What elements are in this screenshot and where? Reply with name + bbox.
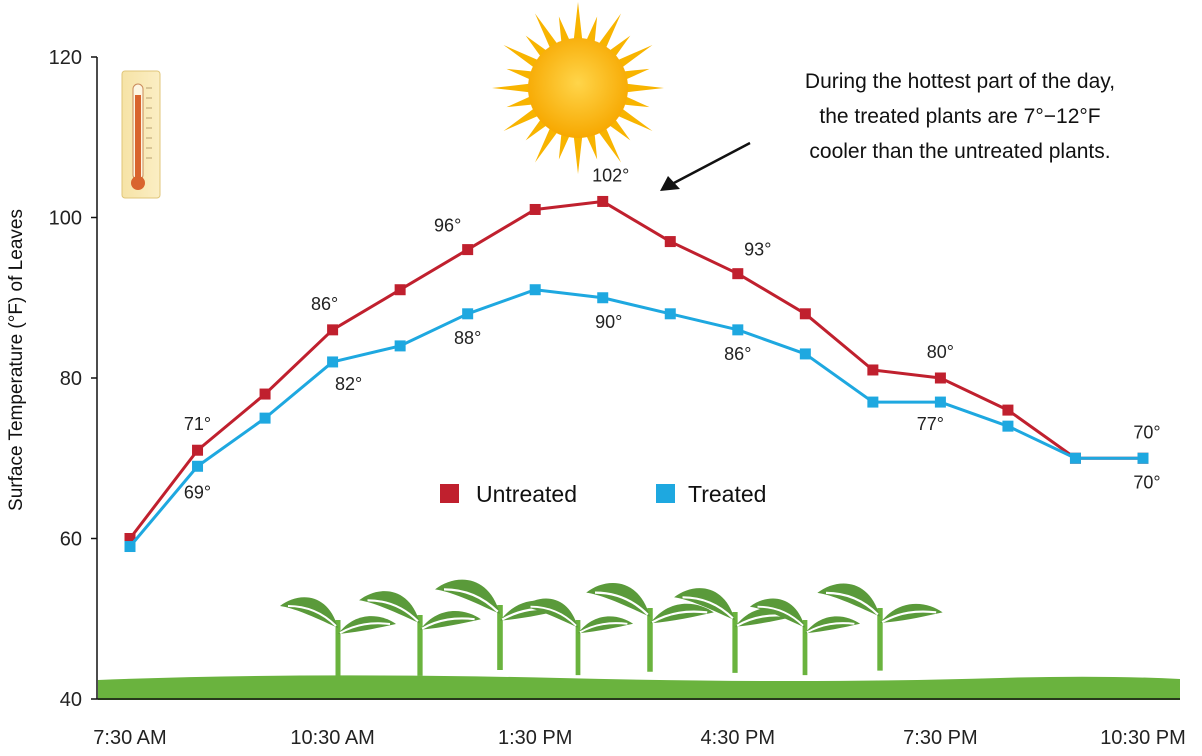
data-point (732, 324, 744, 336)
data-label: 80° (927, 342, 954, 362)
data-label: 71° (184, 414, 211, 434)
y-tick-label: 80 (60, 368, 82, 390)
data-label: 82° (335, 374, 362, 394)
annotation-line-3: cooler than the untreated plants. (809, 140, 1110, 163)
annotation: During the hottest part of the day, the … (660, 70, 1115, 191)
data-label: 93° (744, 240, 771, 260)
data-point (1002, 420, 1014, 432)
annotation-line-2: the treated plants are 7°−12°F (819, 105, 1100, 128)
y-tick-label: 100 (49, 208, 82, 230)
data-point (934, 396, 946, 408)
y-tick-label: 120 (49, 47, 82, 69)
data-label: 86° (724, 344, 751, 364)
data-label: 77° (917, 414, 944, 434)
thermometer-icon (121, 70, 161, 199)
data-point (664, 236, 676, 248)
annotation-line-1: During the hottest part of the day, (805, 70, 1115, 93)
legend-label-untreated: Untreated (476, 481, 577, 507)
data-label: 70° (1133, 422, 1160, 442)
y-axis-label: Surface Temperature (°F) of Leaves (6, 209, 27, 511)
series-line-treated (128, 288, 1143, 548)
y-tick-label: 60 (60, 529, 82, 551)
data-label: 70° (1133, 472, 1160, 492)
data-point (799, 308, 811, 320)
legend-swatch-untreated (440, 484, 459, 503)
x-tick-label: 1:30 PM (498, 727, 572, 749)
x-tick-label: 7:30 PM (903, 727, 977, 749)
series-layer: 71° 86° 96° 102° 93° 80° 70° 69° 82° 88° 90° 86° 77°… (124, 165, 1161, 553)
series-treated: 69° 82° 88° 90° 86° 77° 70° (124, 284, 1161, 553)
data-point (259, 412, 271, 424)
data-point (394, 284, 406, 296)
data-point (934, 372, 946, 384)
legend: Untreated Treated (440, 481, 766, 507)
data-point (462, 244, 474, 256)
data-point (259, 388, 271, 400)
data-label: 90° (595, 312, 622, 332)
legend-swatch-treated (656, 484, 675, 503)
data-label: 102° (592, 165, 629, 185)
data-label: 96° (434, 216, 461, 236)
data-point (597, 195, 609, 207)
data-point (664, 308, 676, 320)
data-point (597, 292, 609, 304)
data-point (1002, 404, 1014, 416)
data-label: 88° (454, 328, 481, 348)
plants-illustration (98, 579, 1180, 700)
data-point (192, 444, 204, 456)
data-point (529, 284, 541, 296)
legend-item-treated: Treated (656, 481, 766, 507)
series-line-untreated (128, 199, 1143, 540)
legend-label-treated: Treated (688, 481, 766, 507)
data-point (394, 340, 406, 352)
x-tick-label: 4:30 PM (701, 727, 775, 749)
data-point (192, 460, 204, 472)
data-point (1137, 452, 1149, 464)
data-label: 86° (311, 294, 338, 314)
data-point (732, 268, 744, 280)
data-point (867, 396, 879, 408)
x-tick-label: 7:30 AM (93, 727, 166, 749)
annotation-arrow (671, 141, 751, 186)
data-point (1069, 452, 1081, 464)
sun-icon (492, 2, 664, 174)
data-point (327, 356, 339, 368)
data-point (327, 324, 339, 336)
data-point (867, 364, 879, 376)
data-point (124, 541, 136, 553)
data-label: 69° (184, 482, 211, 502)
data-point (529, 203, 541, 215)
annotation-arrowhead-icon (660, 176, 680, 191)
x-tick-label: 10:30 AM (290, 727, 375, 749)
series-untreated: 71° 86° 96° 102° 93° 80° 70° (124, 165, 1161, 544)
legend-item-untreated: Untreated (440, 481, 577, 507)
x-tick-label: 10:30 PM (1100, 727, 1186, 749)
data-point (462, 308, 474, 320)
data-point (799, 348, 811, 360)
x-axis-ticks: 7:30 AM 10:30 AM 1:30 PM 4:30 PM 7:30 PM 10:3… (93, 727, 1186, 749)
y-tick-label: 40 (60, 689, 82, 711)
data-point (124, 533, 136, 544)
y-axis: 40 60 80 100 120 (49, 47, 98, 711)
